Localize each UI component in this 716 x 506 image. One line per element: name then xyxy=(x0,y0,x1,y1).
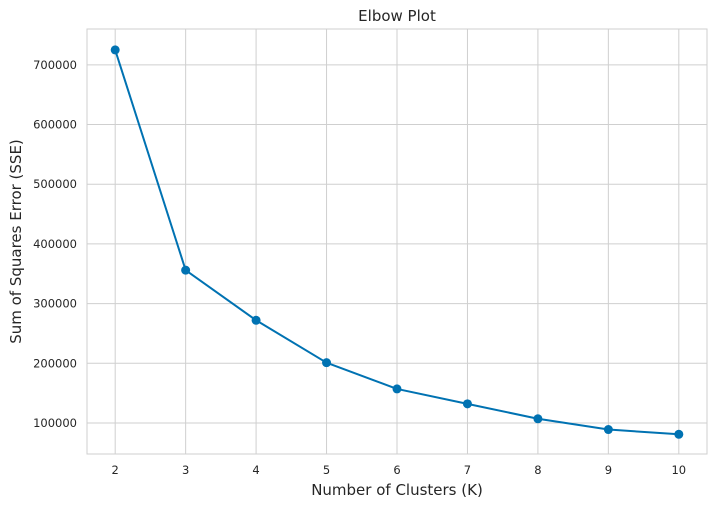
y-tick-label: 600000 xyxy=(33,118,77,132)
x-tick-label: 10 xyxy=(671,463,686,477)
grid xyxy=(87,29,707,454)
data-point xyxy=(322,358,332,368)
data-point xyxy=(251,315,261,325)
series xyxy=(110,45,684,439)
data-point xyxy=(110,45,120,55)
y-ticks: 100000 200000 300000 400000 500000 600000 7000… xyxy=(33,58,77,430)
x-tick-label: 8 xyxy=(534,463,541,477)
x-ticks: 2 3 4 5 6 7 8 9 10 xyxy=(112,463,687,477)
data-point xyxy=(462,399,472,409)
y-tick-label: 500000 xyxy=(33,177,77,191)
data-point xyxy=(392,384,402,394)
data-point xyxy=(533,414,543,424)
x-tick-label: 9 xyxy=(605,463,612,477)
y-tick-label: 100000 xyxy=(33,416,77,430)
x-tick-label: 4 xyxy=(252,463,259,477)
y-tick-label: 300000 xyxy=(33,297,77,311)
x-tick-label: 3 xyxy=(182,463,189,477)
data-point xyxy=(603,425,613,435)
data-point xyxy=(674,429,684,439)
x-tick-label: 5 xyxy=(323,463,330,477)
y-tick-label: 400000 xyxy=(33,237,77,251)
x-axis-label: Number of Clusters (K) xyxy=(311,481,483,499)
data-point xyxy=(181,265,191,275)
y-tick-label: 200000 xyxy=(33,356,77,370)
chart-title: Elbow Plot xyxy=(358,7,436,25)
x-tick-label: 2 xyxy=(112,463,119,477)
plot-frame xyxy=(86,28,708,455)
x-tick-label: 7 xyxy=(464,463,471,477)
y-axis-label: Sum of Squares Error (SSE) xyxy=(7,139,25,344)
y-tick-label: 700000 xyxy=(33,58,77,72)
x-tick-label: 6 xyxy=(393,463,400,477)
